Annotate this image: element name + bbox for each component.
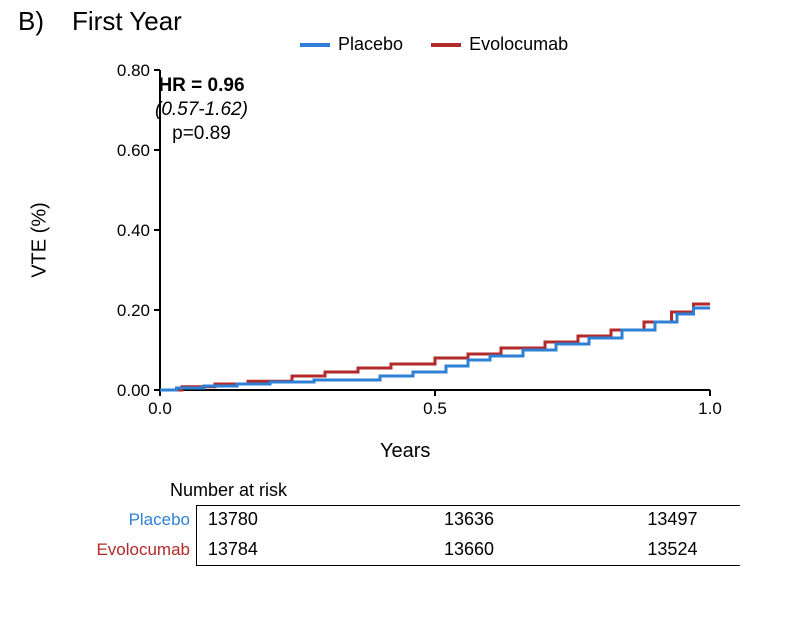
legend: Placebo Evolocumab xyxy=(300,34,568,55)
risk-table: Placebo 13780 13636 13497 Evolocumab 13784 136… xyxy=(80,505,740,565)
svg-text:0.20: 0.20 xyxy=(117,301,150,320)
risk-cell: 13497 xyxy=(647,509,697,530)
risk-cell: 13524 xyxy=(647,539,697,560)
risk-row: Placebo 13780 13636 13497 xyxy=(80,505,740,535)
y-axis-label: VTE (%) xyxy=(29,202,52,278)
stats-p: p=0.89 xyxy=(155,122,248,146)
risk-row: Evolocumab 13784 13660 13524 xyxy=(80,535,740,565)
svg-text:0.80: 0.80 xyxy=(117,61,150,80)
risk-table-title: Number at risk xyxy=(170,480,287,501)
risk-row-name: Evolocumab xyxy=(80,540,196,560)
stats-annotation: HR = 0.96 (0.57-1.62) p=0.89 xyxy=(155,74,248,145)
svg-text:0.0: 0.0 xyxy=(148,399,172,418)
panel-title: First Year xyxy=(72,6,182,37)
legend-item-evolocumab: Evolocumab xyxy=(431,34,568,55)
svg-text:1.0: 1.0 xyxy=(698,399,722,418)
legend-label-placebo: Placebo xyxy=(338,34,403,55)
stats-hr: HR = 0.96 xyxy=(155,74,248,98)
legend-label-evolocumab: Evolocumab xyxy=(469,34,568,55)
svg-text:0.00: 0.00 xyxy=(117,381,150,400)
risk-cell: 13784 xyxy=(208,539,258,560)
svg-text:0.5: 0.5 xyxy=(423,399,447,418)
risk-row-cells: 13780 13636 13497 xyxy=(196,505,740,535)
legend-item-placebo: Placebo xyxy=(300,34,403,55)
risk-row-name: Placebo xyxy=(80,510,196,530)
legend-swatch-evolocumab xyxy=(431,43,461,47)
svg-text:0.40: 0.40 xyxy=(117,221,150,240)
panel-letter: B) xyxy=(18,6,44,37)
risk-cell: 13660 xyxy=(444,539,494,560)
risk-cell: 13780 xyxy=(208,509,258,530)
figure-panel: B) First Year Placebo Evolocumab VTE (%)… xyxy=(0,0,800,622)
x-axis-label: Years xyxy=(380,440,430,463)
svg-text:0.60: 0.60 xyxy=(117,141,150,160)
risk-row-cells: 13784 13660 13524 xyxy=(196,535,740,565)
risk-cell: 13636 xyxy=(444,509,494,530)
stats-ci: (0.57-1.62) xyxy=(155,98,248,122)
legend-swatch-placebo xyxy=(300,43,330,47)
risk-table-bottom-border xyxy=(196,565,740,566)
